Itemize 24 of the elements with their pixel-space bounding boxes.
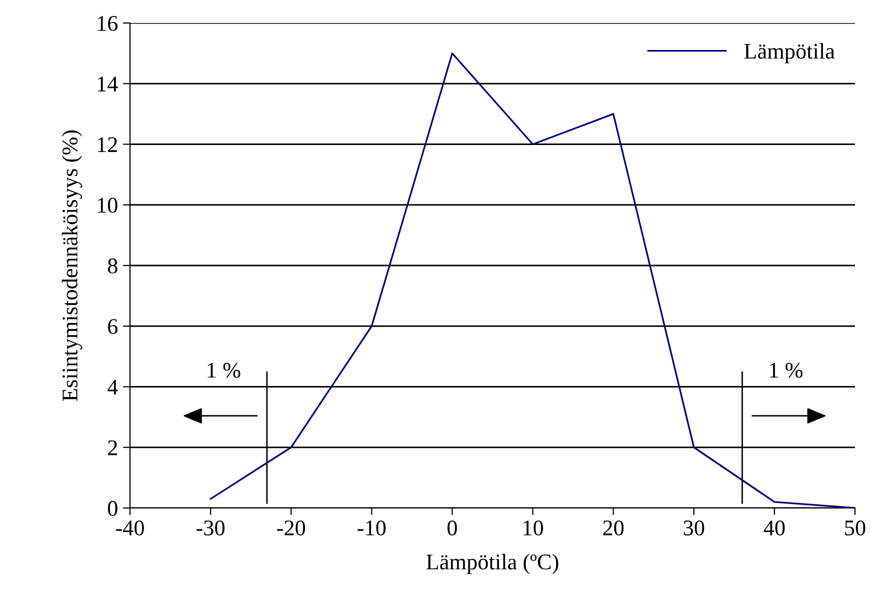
x-tick-label: -30 <box>196 520 225 536</box>
x-tick-label: 0 <box>448 520 457 536</box>
x-tick-label: -40 <box>116 520 144 536</box>
y-tick-label: 0 <box>108 500 118 516</box>
x-tick-label: 40 <box>764 520 785 536</box>
x-tick-label: 50 <box>845 520 866 536</box>
x-tick-label: -20 <box>277 520 306 536</box>
y-tick-label: 10 <box>98 198 118 213</box>
y-tick-label: 4 <box>108 380 118 394</box>
y-tick-label: 12 <box>98 137 117 152</box>
x-tick-label: -10 <box>358 520 386 536</box>
y-tick-label: 16 <box>98 16 118 31</box>
y-tick-label: 6 <box>108 319 118 334</box>
x-tick-label: 30 <box>684 520 704 536</box>
legend-label: Lämpötila <box>744 43 835 64</box>
annotation: 1 % <box>208 362 240 378</box>
y-tick-label: 2 <box>108 440 117 456</box>
x-tick-label: 20 <box>603 520 624 536</box>
x-tick-label: 10 <box>524 520 544 536</box>
y-tick-label: 14 <box>98 76 118 92</box>
y-tick-label: 8 <box>108 258 118 274</box>
x-axis-title: Lämpötila (ºC) <box>426 554 558 574</box>
annotation: 1 % <box>770 362 803 378</box>
y-axis-title: Esiintymistodennäköisyys (%) <box>62 130 82 401</box>
